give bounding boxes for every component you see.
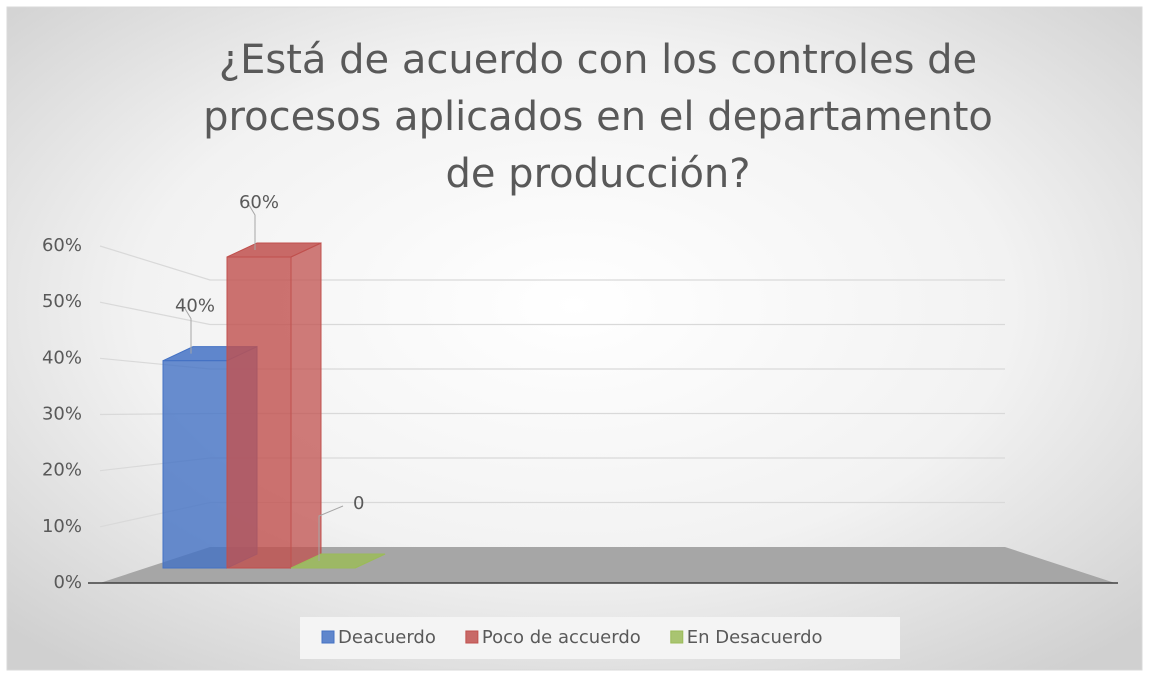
- bar-front: [226, 256, 292, 569]
- data-label: 40%: [175, 296, 215, 317]
- y-tick-label: 0%: [53, 572, 82, 593]
- bar-top: [226, 242, 322, 258]
- legend-box: [300, 617, 900, 659]
- bar-top: [290, 553, 386, 569]
- legend-label: En Desacuerdo: [687, 627, 823, 648]
- y-tick-label: 30%: [42, 404, 82, 425]
- y-tick-label: 60%: [42, 235, 82, 256]
- y-tick-label: 10%: [42, 516, 82, 537]
- legend-label: Deacuerdo: [338, 627, 436, 648]
- grid-line: [99, 245, 1005, 281]
- leader-line: [318, 505, 344, 561]
- legend-swatch: [670, 630, 684, 644]
- y-tick-label: 20%: [42, 460, 82, 481]
- data-label: 0: [353, 493, 364, 514]
- bar-front: [162, 360, 228, 569]
- chart-title: ¿Está de acuerdo con los controles de pro…: [203, 37, 993, 197]
- y-tick-label: 40%: [42, 347, 82, 368]
- bar-side: [290, 242, 322, 569]
- bar: [226, 242, 322, 569]
- legend-swatch: [321, 630, 335, 644]
- grid-line: [99, 301, 1005, 326]
- leader-line: [184, 308, 192, 354]
- leader-line: [248, 204, 256, 250]
- y-tick-label: 50%: [42, 291, 82, 312]
- legend-swatch: [465, 630, 479, 644]
- data-label: 60%: [239, 192, 279, 213]
- bar: [290, 553, 386, 569]
- legend-label: Poco de accuerdo: [482, 627, 641, 648]
